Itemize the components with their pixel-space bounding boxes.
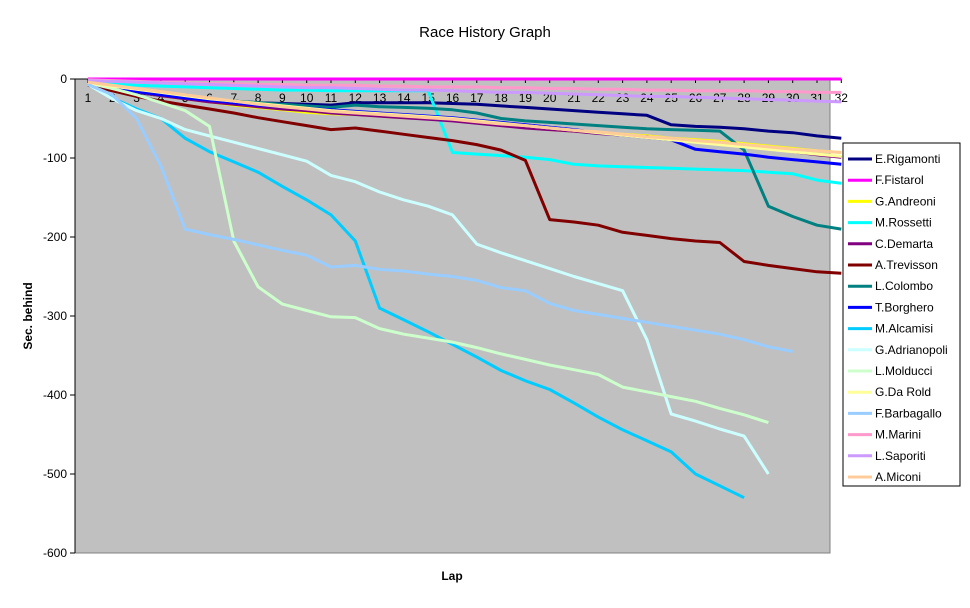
legend-label-m-rossetti: M.Rossetti (875, 216, 932, 230)
y-tick-label: -500 (43, 467, 67, 481)
legend-label-g-adrianopoli: G.Adrianopoli (875, 343, 948, 357)
plot-area (74, 78, 831, 554)
chart-title: Race History Graph (419, 24, 551, 41)
legend-label-t-borghero: T.Borghero (875, 300, 934, 314)
legend-label-m-marini: M.Marini (875, 428, 921, 442)
x-tick-label: 1 (85, 91, 92, 105)
x-tick-label: 22 (592, 91, 606, 105)
x-tick-label: 7 (230, 91, 237, 105)
x-tick-label: 29 (762, 91, 776, 105)
legend-label-g-da-rold: G.Da Rold (875, 385, 931, 399)
x-tick-label: 10 (300, 91, 314, 105)
legend-label-l-molducci: L.Molducci (875, 364, 932, 378)
x-tick-label: 16 (446, 91, 460, 105)
x-tick-label: 17 (470, 91, 484, 105)
legend-label-e-rigamonti: E.Rigamonti (875, 152, 940, 166)
series-line-l-saporiti (87, 79, 842, 104)
series-line-a-miconi (87, 80, 842, 154)
series-line-l-molducci (87, 81, 769, 425)
x-tick-label: 19 (519, 91, 533, 105)
series-lines (87, 77, 842, 500)
legend-label-f-barbagallo: F.Barbagallo (875, 406, 942, 420)
y-tick-label: -300 (43, 309, 67, 323)
legend-label-a-trevisson: A.Trevisson (875, 258, 938, 272)
x-tick-label: 23 (616, 91, 630, 105)
x-tick-label: 11 (325, 91, 338, 105)
legend-label-l-colombo: L.Colombo (875, 279, 933, 293)
series-line-g-adrianopoli (87, 83, 770, 475)
x-tick-label: 8 (255, 91, 262, 105)
x-tick-label: 3 (133, 91, 140, 105)
legend-label-a-miconi: A.Miconi (875, 470, 921, 484)
y-axis-ticks: 0 -100 -200 -300 -400 -500 -600 (43, 72, 75, 560)
x-tick-label: 25 (665, 91, 679, 105)
x-tick-label: 24 (640, 91, 654, 105)
legend-label-f-fistarol: F.Fistarol (875, 173, 924, 187)
legend-label-l-saporiti: L.Saporiti (875, 449, 926, 463)
series-line-m-alcamisi (87, 83, 745, 500)
series-line-f-barbagallo (87, 83, 793, 353)
series-line-a-trevisson (87, 83, 842, 275)
y-tick-label: 0 (60, 72, 67, 86)
x-tick-label: 4 (158, 91, 165, 105)
y-tick-label: -200 (43, 230, 67, 244)
y-tick-label: -600 (43, 546, 67, 560)
legend: E.Rigamonti F.Fistarol G.Andreoni M.Rossett… (842, 142, 961, 487)
y-axis-title: Sec. behind (21, 282, 35, 349)
legend-label-g-andreoni: G.Andreoni (875, 194, 936, 208)
x-tick-label: 9 (279, 91, 286, 105)
legend-label-c-demarta: C.Demarta (875, 237, 933, 251)
x-axis-title: Lap (441, 569, 462, 583)
y-tick-label: -100 (43, 151, 67, 165)
x-tick-label: 18 (494, 91, 508, 105)
y-tick-label: -400 (43, 388, 67, 402)
series-line-m-rossetti (87, 80, 842, 185)
legend-label-m-alcamisi: M.Alcamisi (875, 322, 933, 336)
